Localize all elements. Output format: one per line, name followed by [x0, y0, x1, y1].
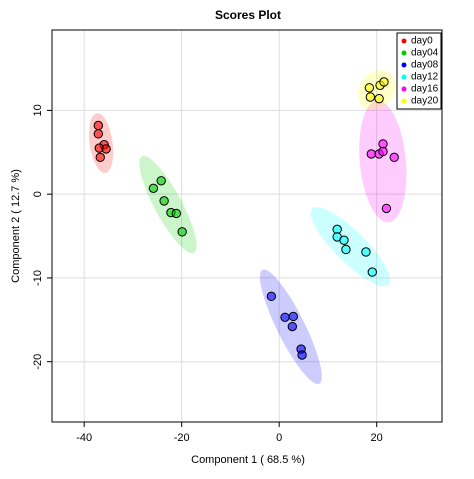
point	[378, 146, 388, 157]
y-tick-label: 0	[32, 191, 44, 197]
point	[171, 208, 182, 219]
point	[389, 152, 399, 163]
legend-label: day08	[411, 60, 439, 71]
legend-label: day20	[411, 96, 439, 107]
point	[288, 311, 299, 322]
point	[148, 183, 159, 194]
point	[374, 93, 384, 104]
legend-marker	[401, 98, 407, 104]
point	[361, 247, 371, 257]
plot-frame	[51, 29, 443, 423]
x-tick-label: -40	[76, 432, 92, 444]
point	[287, 321, 298, 332]
point	[366, 149, 377, 159]
point	[101, 144, 111, 154]
chart-title: Scores Plot	[215, 8, 281, 22]
x-tick-label: 0	[276, 432, 282, 444]
legend-box	[396, 32, 442, 110]
point	[93, 120, 104, 131]
confidence-ellipse	[310, 207, 391, 287]
x-tick-label: -20	[174, 432, 190, 444]
y-axis-label: Component 2 ( 12.7 %)	[10, 169, 22, 283]
x-tick-label: 20	[371, 432, 383, 444]
legend-label: day16	[411, 84, 439, 95]
confidence-ellipse	[139, 156, 197, 254]
point	[156, 176, 166, 186]
point	[177, 227, 187, 237]
point	[339, 235, 349, 245]
point	[266, 291, 277, 302]
point	[341, 244, 351, 255]
legend-marker	[401, 50, 407, 56]
legend-label: day04	[411, 48, 439, 59]
point	[297, 350, 307, 360]
point	[280, 312, 290, 322]
legend-marker	[401, 74, 407, 80]
legend-label: day0	[411, 36, 433, 47]
point	[364, 83, 375, 93]
confidence-ellipse	[359, 100, 407, 223]
legend-marker	[401, 38, 407, 44]
legend-marker	[401, 86, 407, 92]
point	[93, 129, 104, 139]
y-tick-label: 10	[32, 104, 44, 116]
point	[379, 77, 389, 87]
point	[365, 92, 376, 102]
y-tick-label: -20	[32, 354, 44, 370]
y-tick-label: -10	[32, 270, 44, 286]
point	[159, 196, 169, 206]
confidence-ellipse	[357, 69, 396, 111]
point	[367, 267, 377, 277]
point	[95, 152, 105, 163]
legend-marker	[401, 62, 407, 68]
point	[381, 203, 392, 214]
legend-label: day12	[411, 72, 439, 83]
x-axis-label: Component 1 ( 68.5 %)	[191, 454, 305, 466]
